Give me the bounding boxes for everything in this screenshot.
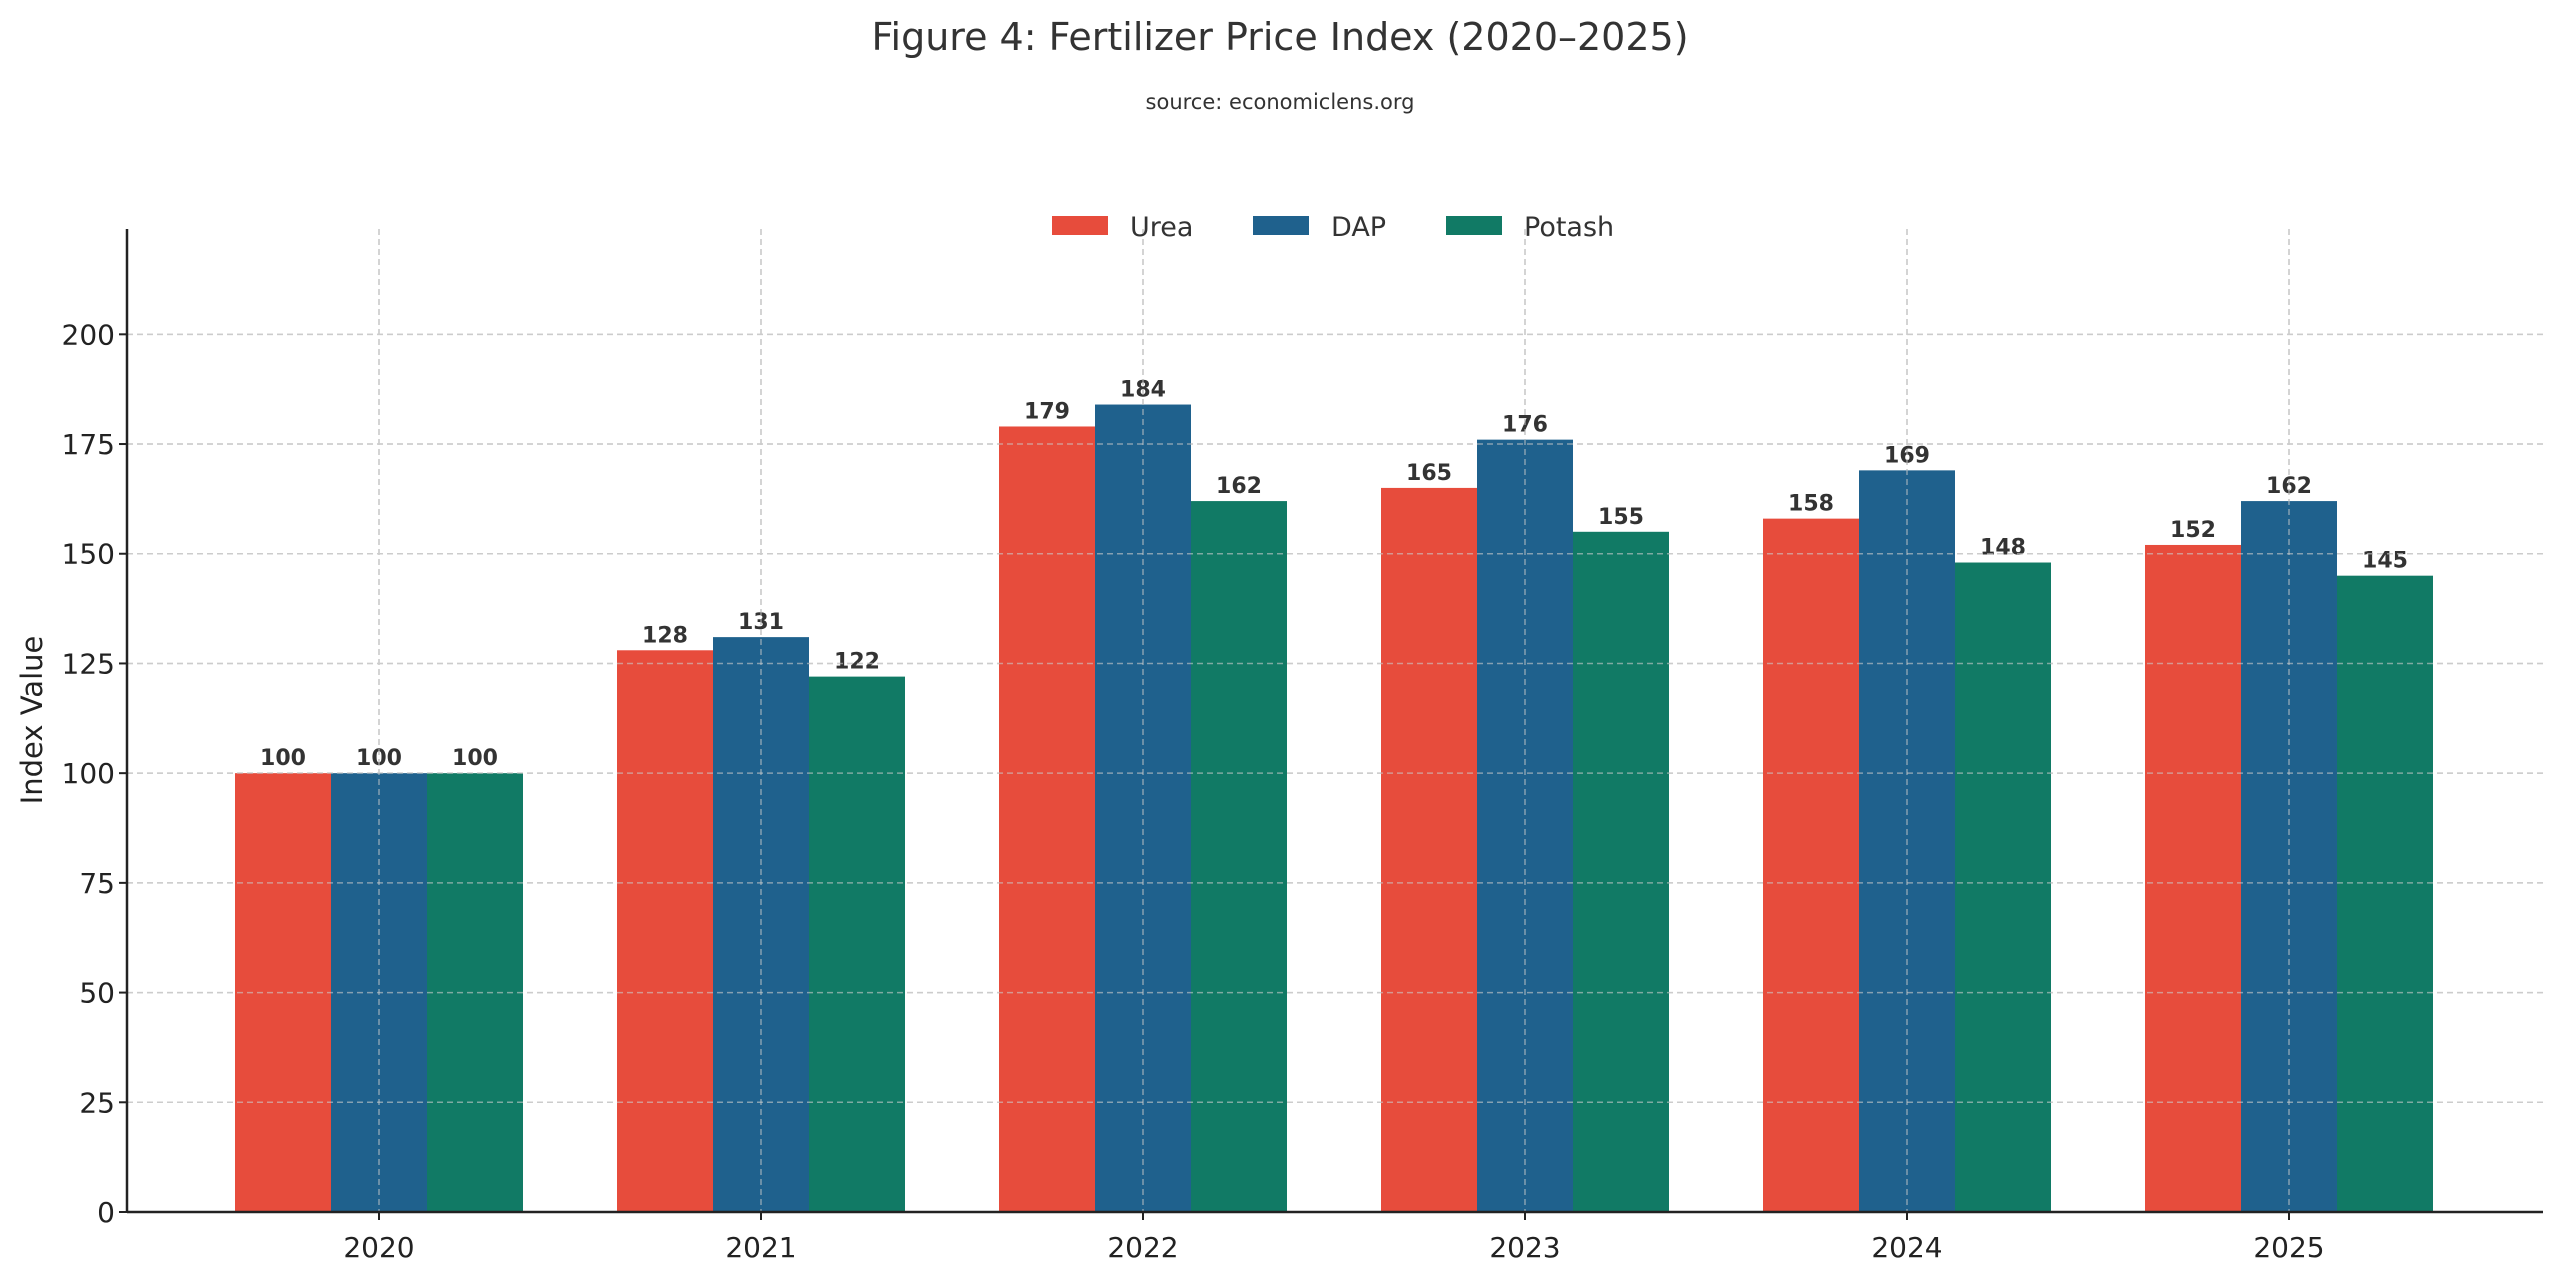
data-label: 158 xyxy=(1788,492,1834,517)
data-label: 145 xyxy=(2362,549,2408,574)
bar-potash-2024 xyxy=(1955,562,2051,1212)
legend-swatch-dap xyxy=(1253,216,1309,235)
y-axis-label: Index Value xyxy=(15,636,49,805)
x-tick-label: 2021 xyxy=(725,1231,796,1264)
chart-subtitle: source: economiclens.org xyxy=(1146,90,1415,114)
x-tick-label: 2020 xyxy=(343,1231,414,1264)
legend-label-potash: Potash xyxy=(1524,212,1614,243)
data-label: 100 xyxy=(452,746,498,771)
x-tick-label: 2023 xyxy=(1489,1231,1560,1264)
y-tick-label: 125 xyxy=(62,647,115,680)
data-label: 165 xyxy=(1406,461,1452,486)
y-tick-label: 50 xyxy=(79,977,115,1010)
data-label: 162 xyxy=(1216,474,1262,499)
chart-title: Figure 4: Fertilizer Price Index (2020–2… xyxy=(871,15,1688,59)
bar-urea-2024 xyxy=(1763,518,1859,1212)
bar-potash-2025 xyxy=(2337,575,2433,1212)
y-tick-label: 100 xyxy=(62,757,115,790)
bar-dap-2023 xyxy=(1477,439,1573,1213)
bar-potash-2021 xyxy=(809,676,905,1212)
y-tick-label: 175 xyxy=(62,428,115,461)
legend-label-urea: Urea xyxy=(1130,212,1193,243)
bar-dap-2025 xyxy=(2241,501,2337,1213)
bar-urea-2025 xyxy=(2145,544,2241,1212)
x-tick-label: 2025 xyxy=(2253,1231,2324,1264)
data-label: 100 xyxy=(260,746,306,771)
bar-urea-2023 xyxy=(1381,487,1477,1213)
data-label: 122 xyxy=(834,650,880,675)
y-tick-label: 150 xyxy=(62,538,115,571)
data-label: 152 xyxy=(2170,518,2216,543)
bar-potash-2023 xyxy=(1573,531,1669,1212)
legend: Urea DAP Potash xyxy=(1052,212,1614,243)
legend-swatch-urea xyxy=(1052,216,1108,235)
y-tick-label: 75 xyxy=(79,867,115,900)
x-tick-label: 2024 xyxy=(1871,1231,1942,1264)
data-label: 128 xyxy=(642,623,688,648)
bar-urea-2022 xyxy=(999,426,1095,1213)
y-tick-label: 25 xyxy=(79,1086,115,1119)
legend-swatch-potash xyxy=(1446,216,1502,235)
data-label: 162 xyxy=(2266,474,2312,499)
data-label: 155 xyxy=(1598,505,1644,530)
y-tick-label: 200 xyxy=(62,318,115,351)
bar-potash-2022 xyxy=(1191,501,1287,1213)
data-label: 148 xyxy=(1980,536,2026,561)
bar-urea-2021 xyxy=(617,650,713,1212)
y-tick-label: 0 xyxy=(97,1196,115,1229)
legend-label-dap: DAP xyxy=(1331,212,1386,243)
x-tick-label: 2022 xyxy=(1107,1231,1178,1264)
data-label: 179 xyxy=(1024,399,1070,424)
